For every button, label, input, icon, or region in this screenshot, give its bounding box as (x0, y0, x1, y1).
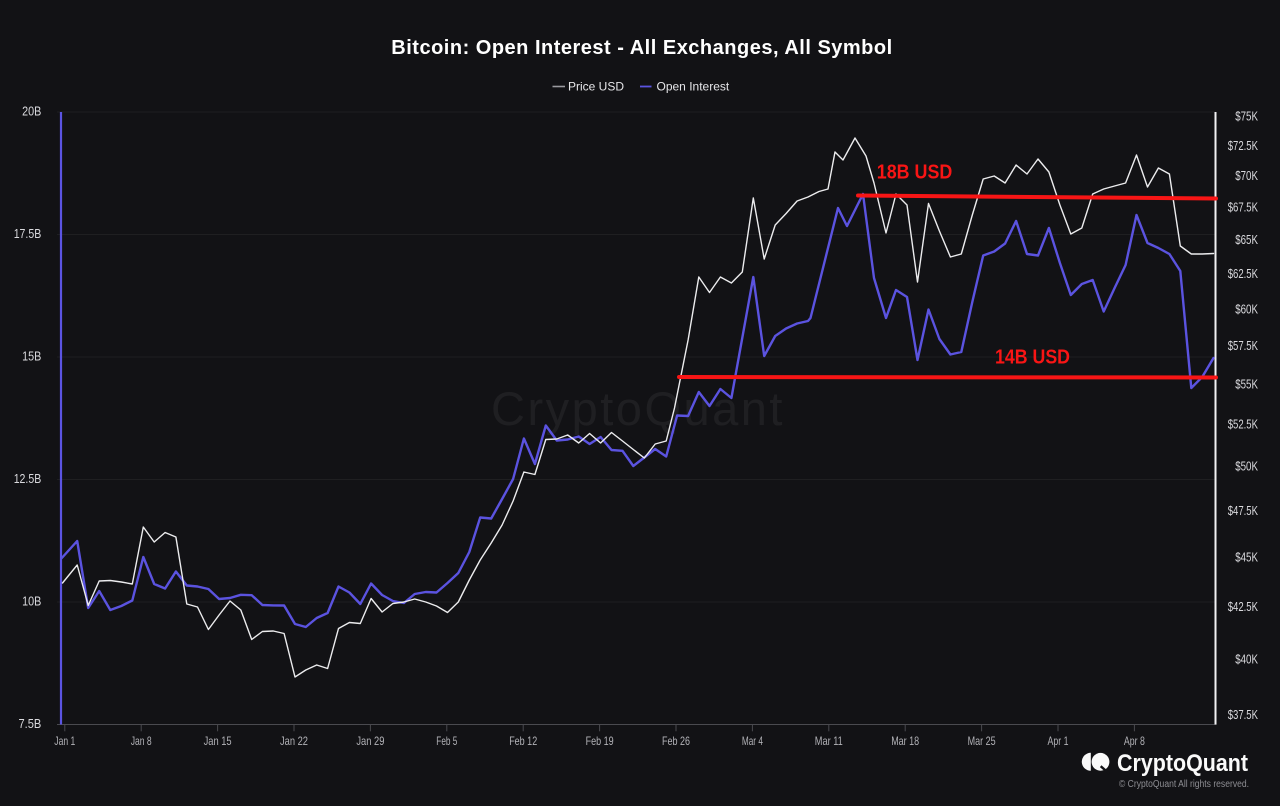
svg-text:CryptoQuant: CryptoQuant (491, 382, 785, 435)
svg-text:Mar 18: Mar 18 (891, 734, 919, 748)
svg-text:$65K: $65K (1235, 233, 1258, 247)
svg-text:Bitcoin: Open Interest - All E: Bitcoin: Open Interest - All Exchanges, … (391, 37, 892, 59)
svg-text:$37.5K: $37.5K (1228, 708, 1259, 722)
svg-text:Jan 29: Jan 29 (356, 734, 384, 748)
svg-text:14B USD: 14B USD (995, 347, 1070, 369)
svg-text:20B: 20B (22, 104, 41, 118)
svg-text:$62.5K: $62.5K (1228, 267, 1259, 281)
svg-text:$72.5K: $72.5K (1228, 139, 1259, 153)
svg-text:Feb 26: Feb 26 (662, 734, 690, 748)
svg-text:15B: 15B (22, 349, 41, 363)
svg-text:Apr 1: Apr 1 (1048, 734, 1069, 748)
svg-text:$50K: $50K (1235, 460, 1258, 474)
svg-text:Price USD: Price USD (568, 80, 624, 94)
svg-text:18B USD: 18B USD (877, 162, 953, 184)
svg-text:$45K: $45K (1235, 551, 1258, 565)
svg-text:CryptoQuant: CryptoQuant (1117, 750, 1248, 777)
svg-text:10B: 10B (22, 594, 41, 608)
svg-text:Mar 25: Mar 25 (968, 734, 996, 748)
svg-text:17.5B: 17.5B (14, 227, 42, 241)
svg-text:$67.5K: $67.5K (1228, 201, 1259, 215)
svg-text:© CryptoQuant All rights reser: © CryptoQuant All rights reserved. (1119, 779, 1249, 790)
svg-text:Jan 22: Jan 22 (280, 734, 308, 748)
svg-text:$42.5K: $42.5K (1228, 600, 1259, 614)
svg-text:Mar 4: Mar 4 (742, 734, 763, 748)
svg-text:$55K: $55K (1235, 377, 1258, 391)
svg-text:$57.5K: $57.5K (1228, 339, 1259, 353)
svg-text:Jan 1: Jan 1 (54, 734, 75, 748)
svg-text:$75K: $75K (1235, 110, 1258, 124)
svg-text:Jan 15: Jan 15 (204, 734, 232, 748)
svg-text:Mar 11: Mar 11 (815, 734, 843, 748)
svg-text:$52.5K: $52.5K (1228, 418, 1259, 432)
svg-text:$47.5K: $47.5K (1228, 504, 1259, 518)
svg-text:Open Interest: Open Interest (657, 80, 730, 94)
svg-text:$70K: $70K (1235, 169, 1258, 183)
svg-text:Apr 8: Apr 8 (1124, 734, 1145, 748)
svg-text:Feb 19: Feb 19 (586, 734, 614, 748)
svg-text:Feb 12: Feb 12 (509, 734, 537, 748)
svg-text:$60K: $60K (1235, 302, 1258, 316)
svg-text:Feb 5: Feb 5 (436, 734, 457, 748)
svg-text:7.5B: 7.5B (19, 717, 42, 731)
svg-text:Jan 8: Jan 8 (131, 734, 152, 748)
svg-text:$40K: $40K (1235, 652, 1258, 666)
svg-text:12.5B: 12.5B (14, 472, 42, 486)
